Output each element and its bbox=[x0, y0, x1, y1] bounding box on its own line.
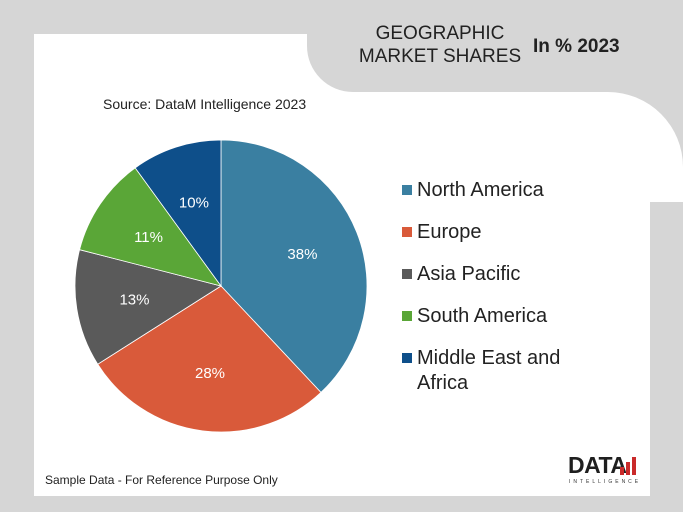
header-tab bbox=[307, 0, 683, 92]
legend-item: Europe bbox=[402, 220, 612, 262]
legend-swatch bbox=[402, 185, 412, 195]
footnote: Sample Data - For Reference Purpose Only bbox=[45, 473, 278, 487]
datam-logo: DATA INTELLIGENCE bbox=[568, 452, 644, 492]
card-corner bbox=[575, 92, 683, 202]
pie-slice-europe bbox=[97, 285, 322, 433]
pie-chart: 38% 28% 13% 11% 10% bbox=[74, 139, 368, 433]
logo-bar-icon bbox=[620, 467, 624, 475]
slice-value-label: 13% bbox=[119, 292, 149, 309]
legend-item: Asia Pacific bbox=[402, 262, 612, 304]
legend-label: North America bbox=[417, 179, 544, 201]
legend-item: South America bbox=[402, 304, 612, 346]
pie-slice-north-america bbox=[220, 139, 368, 393]
legend-label: Middle East and Africa bbox=[417, 347, 561, 394]
logo-subtext: INTELLIGENCE bbox=[569, 479, 642, 485]
slice-value-label: 11% bbox=[134, 229, 163, 246]
legend-swatch bbox=[402, 311, 412, 321]
legend-swatch bbox=[402, 227, 412, 237]
slice-value-label: 38% bbox=[287, 246, 317, 263]
legend-item: Middle East and Africa bbox=[402, 346, 612, 402]
logo-bar-icon bbox=[632, 457, 636, 475]
legend-swatch bbox=[402, 269, 412, 279]
pie-slice-south-america bbox=[79, 167, 222, 287]
logo-word: DATA bbox=[568, 452, 627, 478]
pie-slice-middle-east-and-africa bbox=[134, 139, 222, 288]
slice-value-label: 28% bbox=[195, 365, 225, 382]
pie-slice-asia-pacific bbox=[74, 249, 222, 365]
legend-item: North America bbox=[402, 178, 612, 220]
legend-label: South America bbox=[417, 305, 548, 327]
source-note: Source: DataM Intelligence 2023 bbox=[103, 96, 307, 112]
chart-title: GEOGRAPHIC MARKET SHARES bbox=[358, 23, 522, 67]
slice-value-label: 10% bbox=[179, 195, 209, 212]
legend-label: Asia Pacific bbox=[417, 263, 521, 285]
year-label: In % 2023 bbox=[533, 36, 620, 57]
chart-legend: North America Europe Asia Pacific South Ame… bbox=[402, 178, 612, 402]
legend-label: Europe bbox=[417, 221, 482, 243]
legend-swatch bbox=[402, 353, 412, 363]
logo-bar-icon bbox=[626, 462, 630, 475]
